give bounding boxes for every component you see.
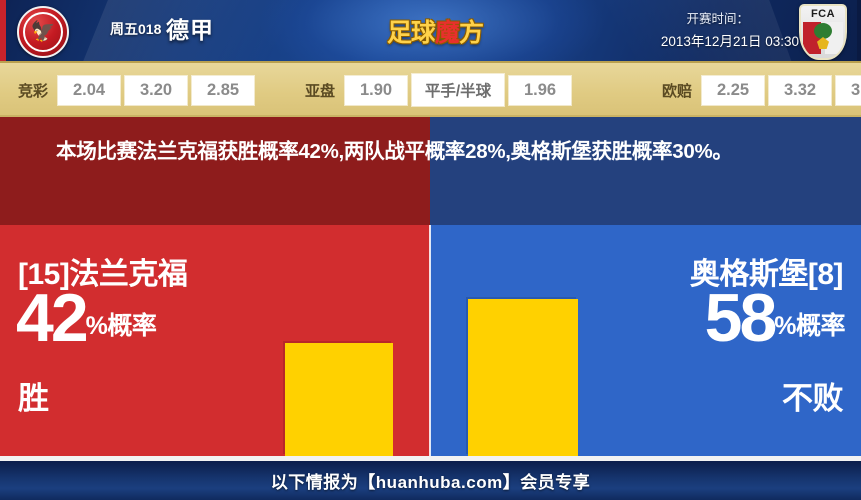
probability-panels: [15]法兰克福 42 %概率 胜 奥格斯堡[8] 58 %概率 不败 — [0, 225, 861, 456]
kickoff-time: 2013年12月21日 03:30 — [660, 34, 799, 49]
odds-cell-home[interactable]: 2.25 — [702, 75, 765, 105]
home-outcome-label: 胜 — [18, 381, 49, 416]
odds-cell-home[interactable]: 2.04 — [58, 75, 121, 105]
home-percent-value: 42 — [16, 280, 89, 356]
odds-cell-draw[interactable]: 3.32 — [769, 75, 832, 105]
summary-band: 本场比赛法兰克福获胜概率42%,两队战平概率28%,奥格斯堡获胜概率30%。 — [0, 115, 861, 227]
league-name: 德甲 — [166, 17, 214, 43]
away-percent-value: 58 — [704, 280, 778, 356]
panel-divider — [429, 225, 431, 456]
header-bar: 🦅 周五018 德甲 足球魔方 开赛时间： 2013年12月21日 03:30 … — [0, 0, 861, 61]
away-percent-suffix: %概率 — [774, 311, 845, 340]
site-brand-logo: 足球魔方 — [372, 12, 498, 50]
odds-bar: 竞彩 2.04 3.20 2.85 亚盘 1.90 平手/半球 1.96 欧赔 … — [0, 61, 861, 117]
kickoff-label: 开赛时间： — [686, 12, 749, 26]
header-right-accent — [857, 0, 861, 61]
odds-cell-away[interactable]: 3.06 — [836, 75, 861, 105]
away-probability-bar — [468, 299, 578, 456]
footer-divider — [0, 456, 861, 461]
home-probability-bar — [285, 343, 393, 456]
odds-group-asian: 亚盘 1.90 平手/半球 1.96 — [305, 74, 572, 106]
away-team-name: 奥格斯堡[8] — [689, 258, 844, 291]
tree-icon — [814, 23, 832, 39]
footer-bar: 以下情报为【huanhuba.com】会员专享 — [0, 461, 861, 500]
odds-cell-away[interactable]: 1.96 — [509, 75, 572, 105]
summary-bg-left — [0, 117, 430, 227]
trunk-icon — [817, 37, 829, 49]
odds-group-label: 欧赔 — [662, 82, 693, 100]
brand-text: 足球魔方 — [386, 13, 484, 49]
away-crest-text: FCA — [810, 8, 836, 20]
odds-group-label: 亚盘 — [305, 82, 336, 100]
odds-group-jingcai: 竞彩 2.04 3.20 2.85 — [18, 75, 255, 105]
header-left-accent — [0, 0, 6, 61]
home-team-crest-icon: 🦅 — [17, 6, 69, 58]
home-team-name: [15]法兰克福 — [18, 258, 188, 291]
away-team-crest-icon: FCA — [799, 4, 847, 60]
crest-ring: 🦅 — [23, 12, 63, 52]
odds-cell-away[interactable]: 2.85 — [192, 75, 255, 105]
match-round-label: 周五018 — [110, 21, 162, 37]
odds-group-label: 竞彩 — [18, 82, 49, 100]
odds-cell-home[interactable]: 1.90 — [345, 75, 408, 105]
odds-cell-draw[interactable]: 3.20 — [125, 75, 188, 105]
brand-part1: 足球 — [386, 19, 436, 47]
home-percent-suffix: %概率 — [85, 311, 157, 340]
summary-bg-right — [430, 117, 861, 227]
brand-part2: 魔 — [434, 19, 460, 47]
home-percent-row: 42 %概率 — [16, 280, 157, 356]
footer-text: 以下情报为【huanhuba.com】会员专享 — [270, 473, 591, 492]
summary-text: 本场比赛法兰克福获胜概率42%,两队战平概率28%,奥格斯堡获胜概率30%。 — [56, 140, 733, 163]
odds-group-european: 欧赔 2.25 3.32 3.06 — [662, 75, 861, 105]
eagle-icon: 🦅 — [30, 21, 56, 43]
odds-cell-handicap[interactable]: 平手/半球 — [412, 74, 505, 106]
away-outcome-label: 不败 — [782, 381, 844, 416]
brand-part3: 方 — [459, 19, 484, 47]
away-percent-row: 58 %概率 — [704, 280, 846, 356]
